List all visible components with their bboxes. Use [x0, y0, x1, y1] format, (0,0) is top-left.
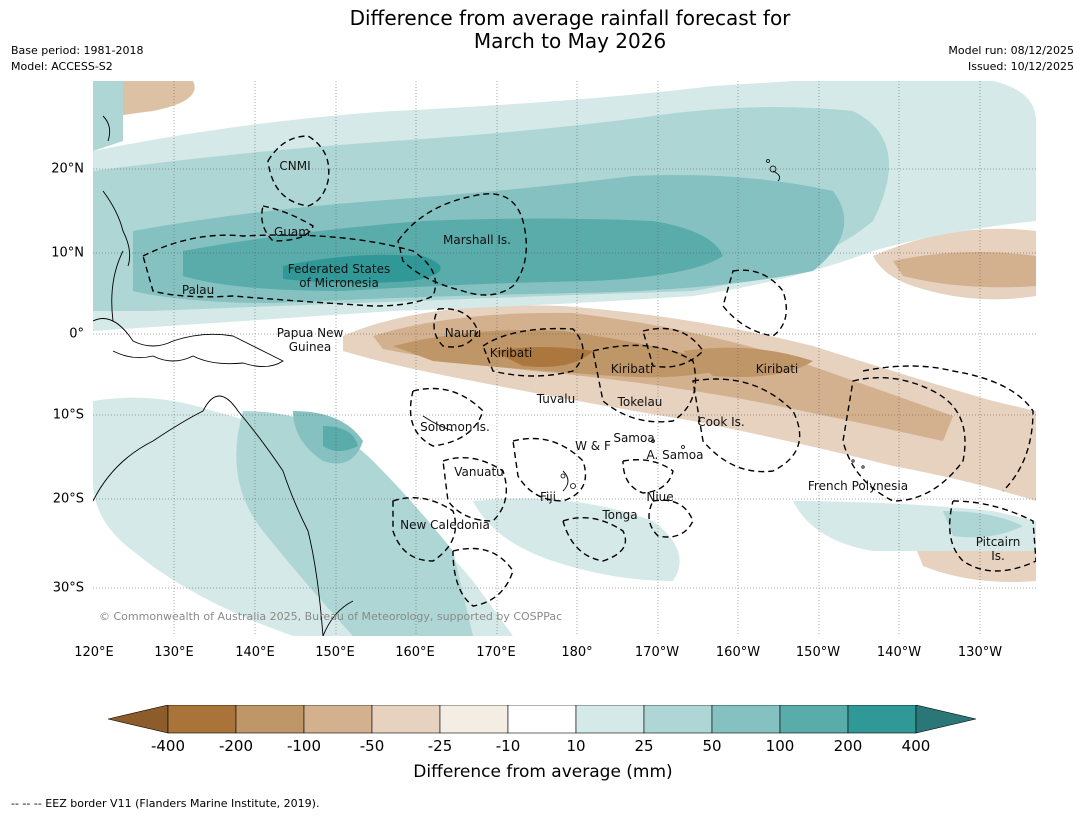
colorbar-tick-label: -50 — [359, 737, 385, 755]
colorbar-segment — [235, 705, 305, 734]
colorbar-segment — [847, 705, 917, 734]
wet-anomaly-shading — [93, 81, 1036, 636]
region-label: Cook Is. — [697, 415, 745, 429]
islands — [560, 159, 865, 489]
copyright-notice: © Commonwealth of Australia 2025, Bureau… — [99, 610, 563, 623]
region-label: Tokelau — [617, 395, 663, 409]
lon-label: 120°E — [74, 645, 114, 660]
colorbar-title: Difference from average (mm) — [413, 762, 673, 782]
lon-label: 140°W — [876, 645, 922, 660]
colorbar-tick-label: 400 — [901, 737, 931, 755]
region-label: Fiji — [539, 490, 557, 504]
colorbar-tick-label: 10 — [566, 737, 586, 755]
region-label: CNMI — [279, 159, 311, 173]
region-label: Nauru — [444, 326, 482, 340]
region-label: Vanuatu — [454, 465, 504, 479]
colorbar-tick-label: -400 — [150, 737, 186, 755]
region-label: Kiribati — [755, 362, 799, 376]
colorbar-segment — [779, 705, 849, 734]
meta-left: Base period: 1981-2018 Model: ACCESS-S2 — [11, 43, 143, 75]
coastlines — [93, 115, 781, 636]
region-label: A. Samoa — [646, 448, 704, 462]
region-label: Marshall Is. — [443, 233, 511, 247]
lon-label: 170°W — [634, 645, 680, 660]
map-svg — [93, 81, 1036, 636]
lon-label: 160°E — [395, 645, 435, 660]
lon-label: 140°E — [235, 645, 275, 660]
colorbar-tick-label: 200 — [833, 737, 863, 755]
colorbar-segment — [643, 705, 713, 734]
lat-label: 10°S — [52, 407, 84, 423]
lat-label: 0° — [69, 326, 84, 342]
region-label: Pitcairn Is. — [975, 535, 1021, 563]
region-label: Kiribati — [489, 346, 533, 360]
region-label: New Caledonia — [400, 518, 490, 532]
lat-label: 30°S — [52, 580, 84, 596]
meta-right: Model run: 08/12/2025 Issued: 10/12/2025 — [948, 43, 1074, 75]
title-line-2: March to May 2026 — [473, 29, 667, 53]
region-label: Guam — [274, 225, 310, 239]
colorbar-segment — [167, 705, 237, 734]
colorbar-segment — [439, 705, 509, 734]
region-label: Tuvalu — [536, 392, 576, 406]
region-label: Solomon Is. — [420, 420, 490, 434]
model-name: Model: ACCESS-S2 — [11, 60, 113, 73]
colorbar-under-triangle — [108, 705, 169, 734]
region-label: Niue — [646, 490, 674, 504]
region-label: Samoa — [613, 431, 655, 445]
colorbar-segment — [303, 705, 373, 734]
lat-label: 20°N — [51, 161, 84, 177]
lon-label: 150°W — [795, 645, 841, 660]
region-label: French Polynesia — [807, 479, 909, 493]
colorbar-tick-label: -100 — [286, 737, 322, 755]
colorbar-tick-label: -200 — [218, 737, 254, 755]
rainfall-anomaly-map: © Commonwealth of Australia 2025, Bureau… — [93, 81, 1036, 636]
eez-legend-note: -- -- -- EEZ border V11 (Flanders Marine… — [11, 797, 320, 810]
region-label: W & F — [575, 439, 611, 453]
colorbar-over-triangle — [915, 705, 977, 734]
model-run: Model run: 08/12/2025 — [948, 44, 1074, 57]
colorbar-tick-label: 25 — [634, 737, 654, 755]
lon-label: 180° — [561, 645, 593, 660]
colorbar-segment — [575, 705, 645, 734]
issued-date: Issued: 10/12/2025 — [967, 60, 1074, 73]
region-label: Federated States of Micronesia — [287, 262, 391, 290]
lon-label: 130°W — [957, 645, 1003, 660]
colorbar-segment — [371, 705, 441, 734]
eez-borders — [142, 135, 1036, 607]
lon-label: 160°W — [715, 645, 761, 660]
region-label: Tonga — [602, 508, 638, 522]
base-period: Base period: 1981-2018 — [11, 44, 144, 57]
colorbar-tick-label: 100 — [765, 737, 795, 755]
colorbar — [108, 705, 977, 734]
graticule — [93, 81, 1036, 636]
title-line-1: Difference from average rainfall forecas… — [349, 6, 791, 30]
region-label: Papua New Guinea — [276, 326, 344, 354]
chart-title: Difference from average rainfall forecas… — [0, 7, 1085, 53]
colorbar-tick-label: -25 — [427, 737, 453, 755]
colorbar-segment — [507, 705, 577, 734]
lat-label: 10°N — [51, 245, 84, 261]
colorbar-tick-label: -10 — [495, 737, 521, 755]
colorbar-segment — [711, 705, 781, 734]
lon-label: 130°E — [154, 645, 194, 660]
lon-label: 170°E — [476, 645, 516, 660]
region-label: Kiribati — [610, 362, 654, 376]
colorbar-tick-label: 50 — [702, 737, 722, 755]
lon-label: 150°E — [315, 645, 355, 660]
lat-label: 20°S — [52, 491, 84, 507]
region-label: Palau — [181, 283, 215, 297]
